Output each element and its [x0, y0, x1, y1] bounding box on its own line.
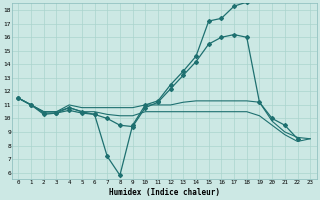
X-axis label: Humidex (Indice chaleur): Humidex (Indice chaleur) [109, 188, 220, 197]
